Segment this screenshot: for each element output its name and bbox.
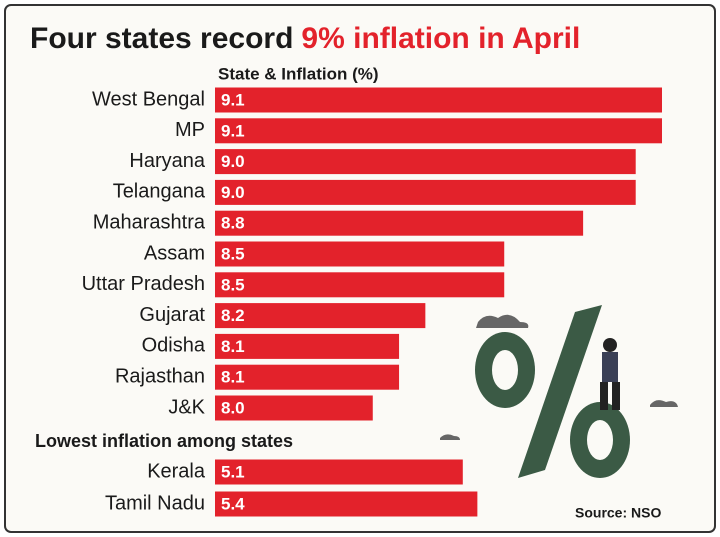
- bar: [215, 118, 662, 144]
- value-label: 8.1: [221, 368, 245, 387]
- category-label: J&K: [168, 396, 205, 418]
- bar: [215, 333, 400, 359]
- value-label: 8.2: [221, 306, 245, 325]
- value-label: 5.4: [221, 494, 245, 513]
- value-label: 8.5: [221, 244, 245, 263]
- bar: [215, 87, 662, 113]
- category-label: Telangana: [113, 181, 206, 203]
- category-label: Kerala: [147, 460, 206, 482]
- value-label: 8.8: [221, 214, 245, 233]
- value-label: 9.0: [221, 183, 245, 202]
- category-label: Haryana: [129, 150, 205, 172]
- value-label: 8.0: [221, 398, 245, 417]
- value-label: 8.1: [221, 337, 245, 356]
- category-label: Uttar Pradesh: [82, 273, 205, 295]
- subtitle: State & Inflation (%): [218, 64, 379, 83]
- category-label: Tamil Nadu: [105, 492, 205, 514]
- bar: [215, 491, 478, 517]
- category-label: Assam: [144, 242, 205, 264]
- chart-title: Four states record 9% inflation in April: [30, 22, 580, 55]
- bar: [215, 272, 505, 298]
- value-label: 9.0: [221, 152, 245, 171]
- section-title: Lowest inflation among states: [35, 431, 293, 451]
- source: Source: NSO: [575, 505, 661, 521]
- bar: [215, 364, 400, 390]
- bar: [215, 210, 584, 236]
- category-label: Gujarat: [139, 304, 205, 326]
- category-label: West Bengal: [92, 88, 205, 110]
- bar: [215, 241, 505, 267]
- illustration: [440, 305, 678, 478]
- category-label: Odisha: [142, 335, 206, 357]
- value-label: 9.1: [221, 90, 245, 109]
- bar: [215, 459, 463, 485]
- value-label: 9.1: [221, 121, 245, 140]
- bar: [215, 395, 373, 421]
- category-label: Rajasthan: [115, 365, 205, 387]
- bar: [215, 149, 636, 175]
- bar: [215, 303, 426, 329]
- value-label: 8.5: [221, 275, 245, 294]
- category-label: MP: [175, 119, 205, 141]
- bar: [215, 179, 636, 205]
- value-label: 5.1: [221, 462, 245, 481]
- category-label: Maharashtra: [93, 211, 206, 233]
